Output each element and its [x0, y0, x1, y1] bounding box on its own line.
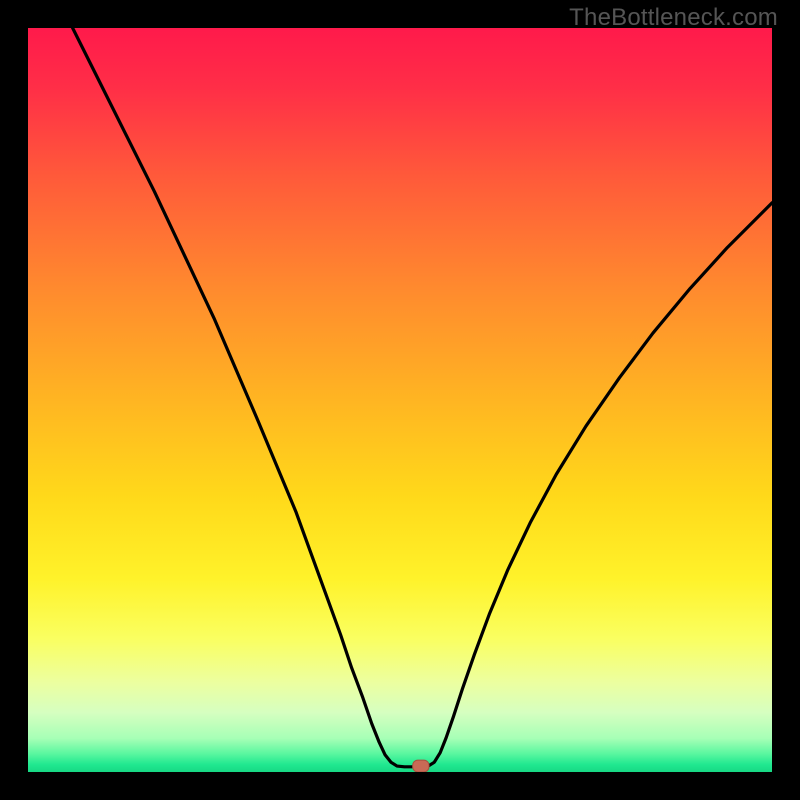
minimum-marker [413, 760, 429, 772]
curve-layer [28, 28, 772, 772]
chart-container: TheBottleneck.com [0, 0, 800, 800]
bottleneck-curve [73, 28, 772, 767]
plot-area [28, 28, 772, 772]
